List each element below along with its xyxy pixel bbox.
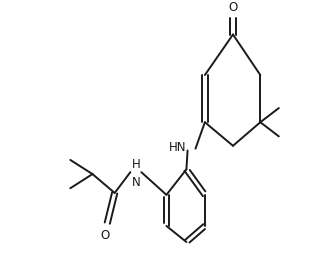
- Text: O: O: [100, 229, 110, 242]
- Text: H: H: [132, 158, 140, 171]
- Text: HN: HN: [169, 141, 186, 154]
- Text: N: N: [132, 176, 140, 189]
- Text: O: O: [228, 1, 237, 14]
